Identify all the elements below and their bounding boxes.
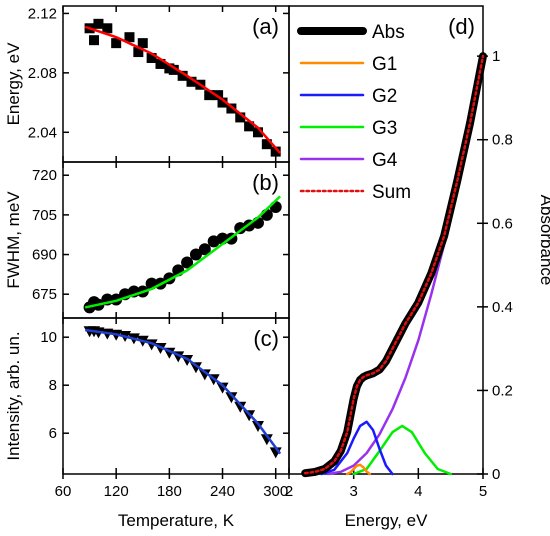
y-axis-label: Energy, eV	[4, 42, 23, 126]
panel-label: (a)	[252, 14, 279, 39]
data-point	[270, 146, 281, 157]
y-tick-label: 2.08	[28, 65, 57, 82]
y-tick-label: 1	[492, 48, 500, 65]
panel-d: 2 3 4 50 0.2 0.4 0.6 0.8 1 Energy, eV Absorbance Ab…	[285, 5, 550, 530]
series-line-g3	[352, 424, 452, 476]
x-tick-label: 120	[104, 483, 129, 500]
data-point	[226, 103, 237, 114]
data-point	[93, 18, 104, 29]
data-point	[124, 32, 135, 43]
legend-label: Sum	[372, 182, 411, 203]
legend-label: G3	[372, 118, 397, 139]
data-point	[252, 127, 263, 138]
series-line-g2	[320, 420, 394, 476]
data-point	[177, 70, 188, 81]
panel-a: 2.04 2.08 2.12 Energy, eV (a)	[4, 5, 290, 163]
data-point	[89, 35, 100, 46]
data-point	[181, 256, 194, 269]
data-point	[269, 200, 282, 213]
plot-frame	[288, 5, 484, 475]
data-point	[244, 121, 255, 132]
data-point	[225, 392, 238, 404]
y-axis-label: FWHM, meV	[4, 191, 23, 289]
y-tick-label: 8	[49, 377, 57, 394]
data-point	[198, 243, 211, 256]
data-point	[102, 23, 113, 34]
y-tick-label: 2.04	[28, 124, 57, 141]
x-tick-label: 180	[157, 483, 182, 500]
data-point	[204, 90, 215, 101]
data-point	[137, 38, 148, 49]
fit-line	[84, 195, 282, 309]
y-axis-label: Intensity, arb. un.	[4, 331, 23, 460]
x-tick-label: 5	[479, 483, 487, 500]
series-line-sum	[303, 54, 485, 475]
data-point	[217, 97, 228, 108]
x-tick-label: 2	[285, 483, 293, 500]
panel-b: 675 690 705 720 FWHM, meV (b)	[4, 161, 290, 319]
y-tick-label: 0.4	[492, 299, 513, 316]
legend-label: G1	[372, 54, 397, 75]
y-tick-label: 675	[32, 286, 57, 303]
y-tick-label: 0	[492, 466, 500, 483]
x-axis-label: Energy, eV	[345, 511, 429, 530]
data-point	[155, 58, 166, 69]
legend-label: Abs	[372, 22, 405, 43]
panel-c: 6 8 10 60 120 180 240 300 Intensity, arb. un. (c)…	[4, 317, 290, 530]
y-tick-label: 705	[32, 207, 57, 224]
series-line-g1	[345, 463, 372, 476]
x-tick-label: 240	[210, 483, 235, 500]
data-point	[234, 401, 247, 413]
fit-line	[84, 328, 282, 455]
y-tick-label: 720	[32, 167, 57, 184]
fit-line	[84, 25, 282, 154]
data-point	[235, 112, 246, 123]
x-tick-label: 300	[263, 483, 288, 500]
data-point	[111, 38, 122, 49]
x-axis-label: Temperature, K	[118, 511, 235, 530]
data-point	[168, 64, 179, 75]
x-tick-label: 60	[55, 483, 72, 500]
legend-label: G4	[372, 150, 398, 171]
data-point	[186, 76, 197, 87]
data-point	[216, 382, 229, 394]
panel-label: (c)	[253, 326, 279, 351]
data-point	[146, 53, 157, 63]
data-point	[251, 421, 264, 432]
y-tick-label: 0.6	[492, 215, 513, 232]
legend-label: G2	[372, 86, 397, 107]
data-point	[261, 139, 272, 150]
panel-label: (d)	[448, 14, 475, 39]
data-point	[189, 248, 202, 261]
data-point	[260, 434, 273, 446]
y-tick-label: 690	[32, 247, 57, 264]
y-tick-label: 0.2	[492, 382, 513, 399]
x-tick-label: 4	[414, 483, 422, 500]
data-point	[189, 362, 202, 374]
data-point	[198, 369, 211, 381]
y-tick-label: 0.8	[492, 132, 513, 149]
y-tick-label: 2.12	[28, 5, 57, 22]
y-axis-label: Absorbance	[537, 195, 550, 286]
x-tick-label: 3	[349, 483, 357, 500]
y-tick-label: 6	[49, 425, 57, 442]
data-point	[133, 47, 144, 58]
legend: Abs G1 G2 G3 G4 Sum	[297, 22, 411, 203]
y-tick-label: 10	[40, 329, 57, 346]
panel-label: (b)	[252, 170, 279, 195]
